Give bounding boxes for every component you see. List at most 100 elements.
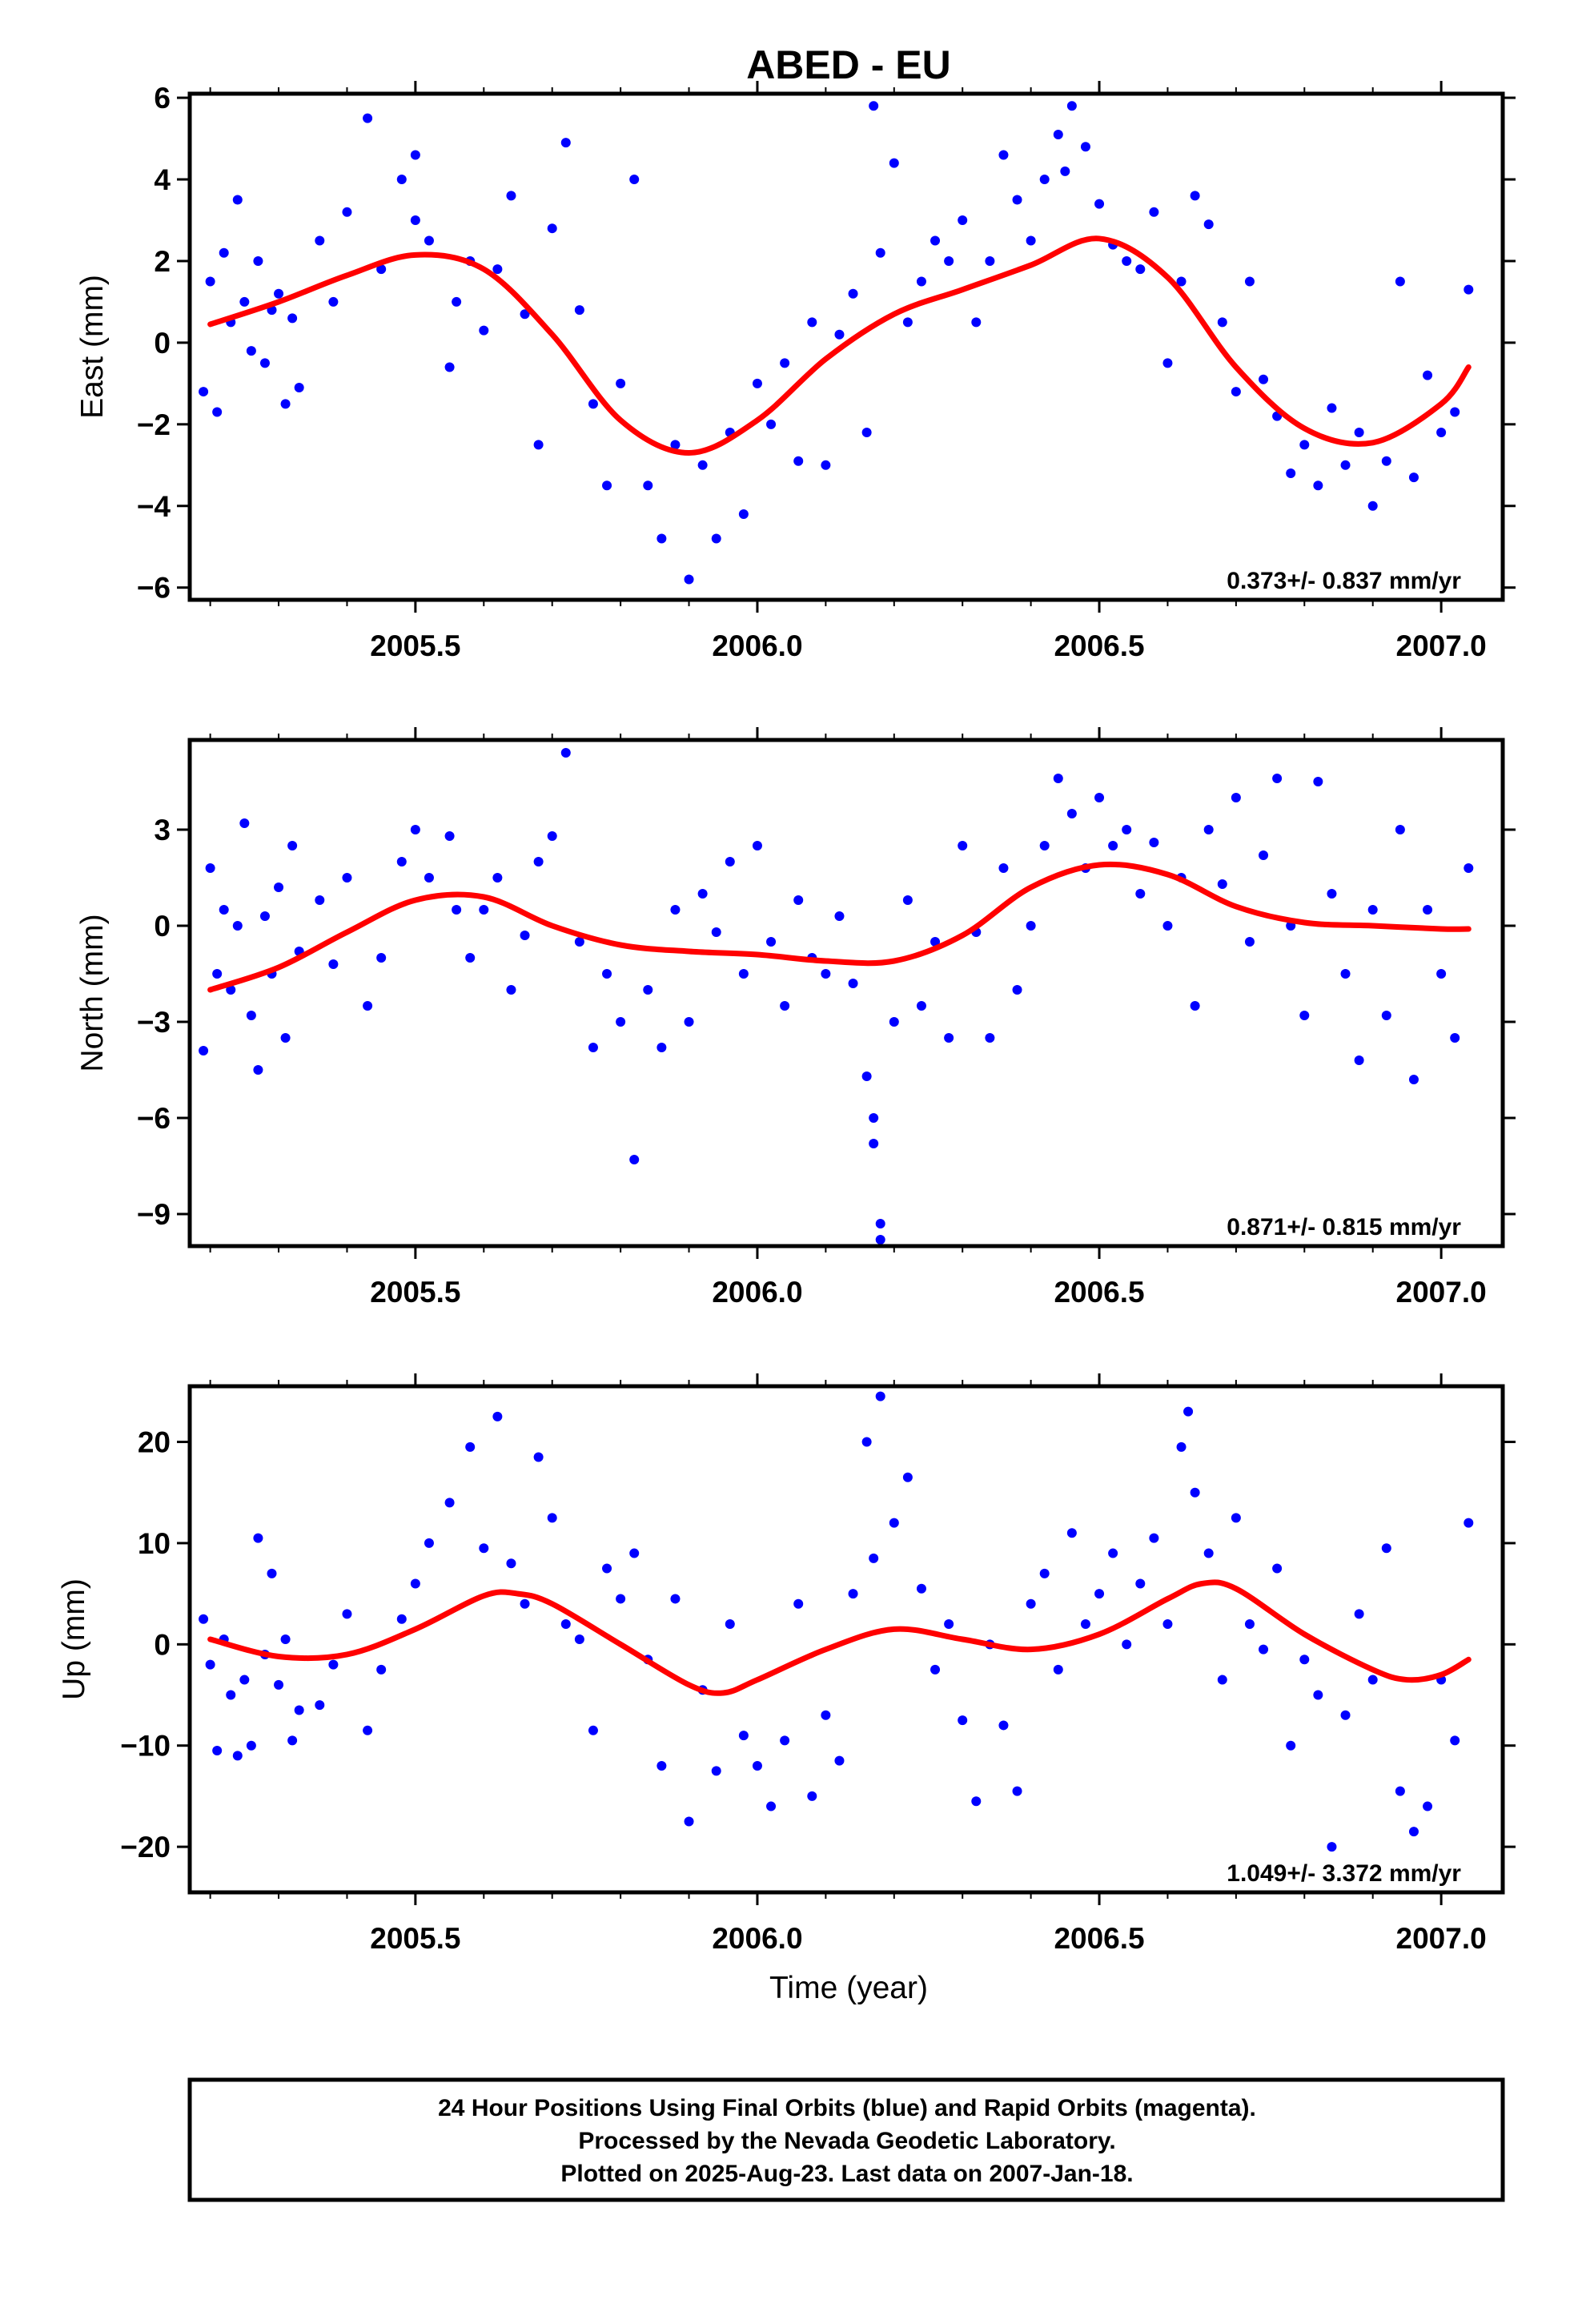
- fit-curve: [207, 1579, 1472, 1696]
- data-point: [1162, 358, 1173, 368]
- data-point: [444, 362, 455, 372]
- data-point: [560, 748, 571, 758]
- data-point: [1272, 774, 1283, 783]
- data-point: [287, 313, 298, 324]
- data-point: [424, 873, 434, 883]
- data-point: [1094, 199, 1105, 209]
- data-point: [1108, 1548, 1118, 1558]
- data-point: [1464, 284, 1474, 295]
- plot-area: [199, 101, 1474, 585]
- data-point: [219, 905, 229, 915]
- data-point: [259, 911, 270, 921]
- data-point: [1354, 1055, 1364, 1065]
- data-point: [821, 460, 831, 470]
- panel-1: 2005.5 2006.0 2006.5 2007.0 6 4 2 0 −2 −4 −6 East (…: [75, 81, 1516, 662]
- footer-line-1: 24 Hour Positions Using Final Orbits (bl…: [438, 2095, 1256, 2121]
- data-point: [1408, 1075, 1419, 1084]
- data-point: [280, 1033, 291, 1043]
- data-point: [226, 1690, 236, 1700]
- data-point: [616, 1017, 626, 1027]
- data-point: [1231, 793, 1241, 802]
- y-tick-label: 0: [154, 327, 171, 360]
- rate-label: 1.049+/- 3.372 mm/yr: [1227, 1860, 1461, 1887]
- data-point: [1299, 1011, 1310, 1020]
- data-point: [861, 1072, 872, 1081]
- data-point: [212, 1746, 223, 1756]
- data-point: [287, 1735, 298, 1746]
- y-tick-label: 10: [138, 1527, 171, 1560]
- data-point: [1039, 1568, 1050, 1578]
- data-point: [376, 953, 387, 963]
- data-point: [1395, 1786, 1405, 1796]
- data-point: [246, 1011, 256, 1020]
- data-point: [1135, 889, 1146, 899]
- data-point: [916, 1583, 926, 1594]
- data-point: [410, 825, 420, 834]
- data-point: [1436, 969, 1447, 979]
- data-point: [1327, 1842, 1337, 1852]
- data-point: [520, 931, 530, 940]
- y-tick-label: −6: [137, 1102, 171, 1135]
- data-point: [807, 1791, 817, 1801]
- x-axis-label: Time (year): [769, 1971, 928, 2005]
- data-point: [1217, 1675, 1227, 1685]
- data-point: [479, 905, 489, 915]
- data-point: [1395, 825, 1405, 834]
- data-point: [834, 911, 845, 921]
- data-point: [533, 857, 544, 866]
- data-point: [902, 895, 913, 905]
- x-tick-label: 2005.5: [370, 629, 460, 662]
- data-point: [410, 1578, 420, 1589]
- data-point: [1060, 166, 1070, 176]
- data-point: [396, 175, 407, 185]
- data-point: [1053, 1664, 1063, 1675]
- data-point: [1313, 1690, 1323, 1700]
- data-point: [834, 329, 845, 340]
- data-point: [711, 533, 721, 544]
- data-point: [766, 419, 777, 429]
- data-point: [1012, 985, 1022, 995]
- data-point: [294, 1705, 304, 1715]
- data-point: [711, 927, 721, 937]
- data-point: [971, 317, 982, 328]
- data-point: [916, 1001, 926, 1011]
- data-point: [533, 440, 544, 450]
- data-point: [643, 985, 653, 995]
- data-point: [670, 1594, 681, 1604]
- data-point: [616, 378, 626, 388]
- data-point: [1135, 264, 1146, 275]
- y-tick-label: −2: [137, 408, 171, 441]
- data-point: [861, 428, 872, 438]
- data-point: [1231, 1513, 1241, 1523]
- data-point: [875, 1219, 885, 1228]
- data-point: [1436, 428, 1447, 438]
- data-point: [738, 969, 749, 979]
- data-point: [869, 1139, 879, 1148]
- data-point: [1190, 1001, 1200, 1011]
- panel-3: 2005.5 2006.0 2006.5 2007.0 20 10 0 −10 −20 Up (m…: [57, 1373, 1516, 1955]
- data-point: [205, 863, 215, 873]
- data-point: [998, 150, 1009, 160]
- data-point: [328, 1659, 339, 1670]
- data-point: [410, 215, 420, 225]
- data-point: [1217, 317, 1227, 328]
- data-point: [916, 276, 926, 287]
- data-point: [274, 288, 284, 299]
- data-point: [944, 1033, 954, 1043]
- data-point: [465, 953, 476, 963]
- data-point: [656, 1761, 667, 1771]
- data-point: [684, 574, 694, 585]
- data-point: [629, 1155, 640, 1164]
- data-point: [226, 985, 236, 995]
- data-point: [869, 1113, 879, 1123]
- data-point: [1149, 1533, 1159, 1543]
- plot-area: [199, 1391, 1474, 1852]
- data-point: [1286, 1740, 1296, 1751]
- data-point: [342, 873, 352, 883]
- x-tick-label: 2006.5: [1054, 1276, 1144, 1309]
- data-point: [376, 1664, 387, 1675]
- data-point: [396, 1614, 407, 1624]
- data-point: [465, 1441, 476, 1452]
- data-point: [848, 1589, 858, 1599]
- data-point: [780, 1735, 790, 1746]
